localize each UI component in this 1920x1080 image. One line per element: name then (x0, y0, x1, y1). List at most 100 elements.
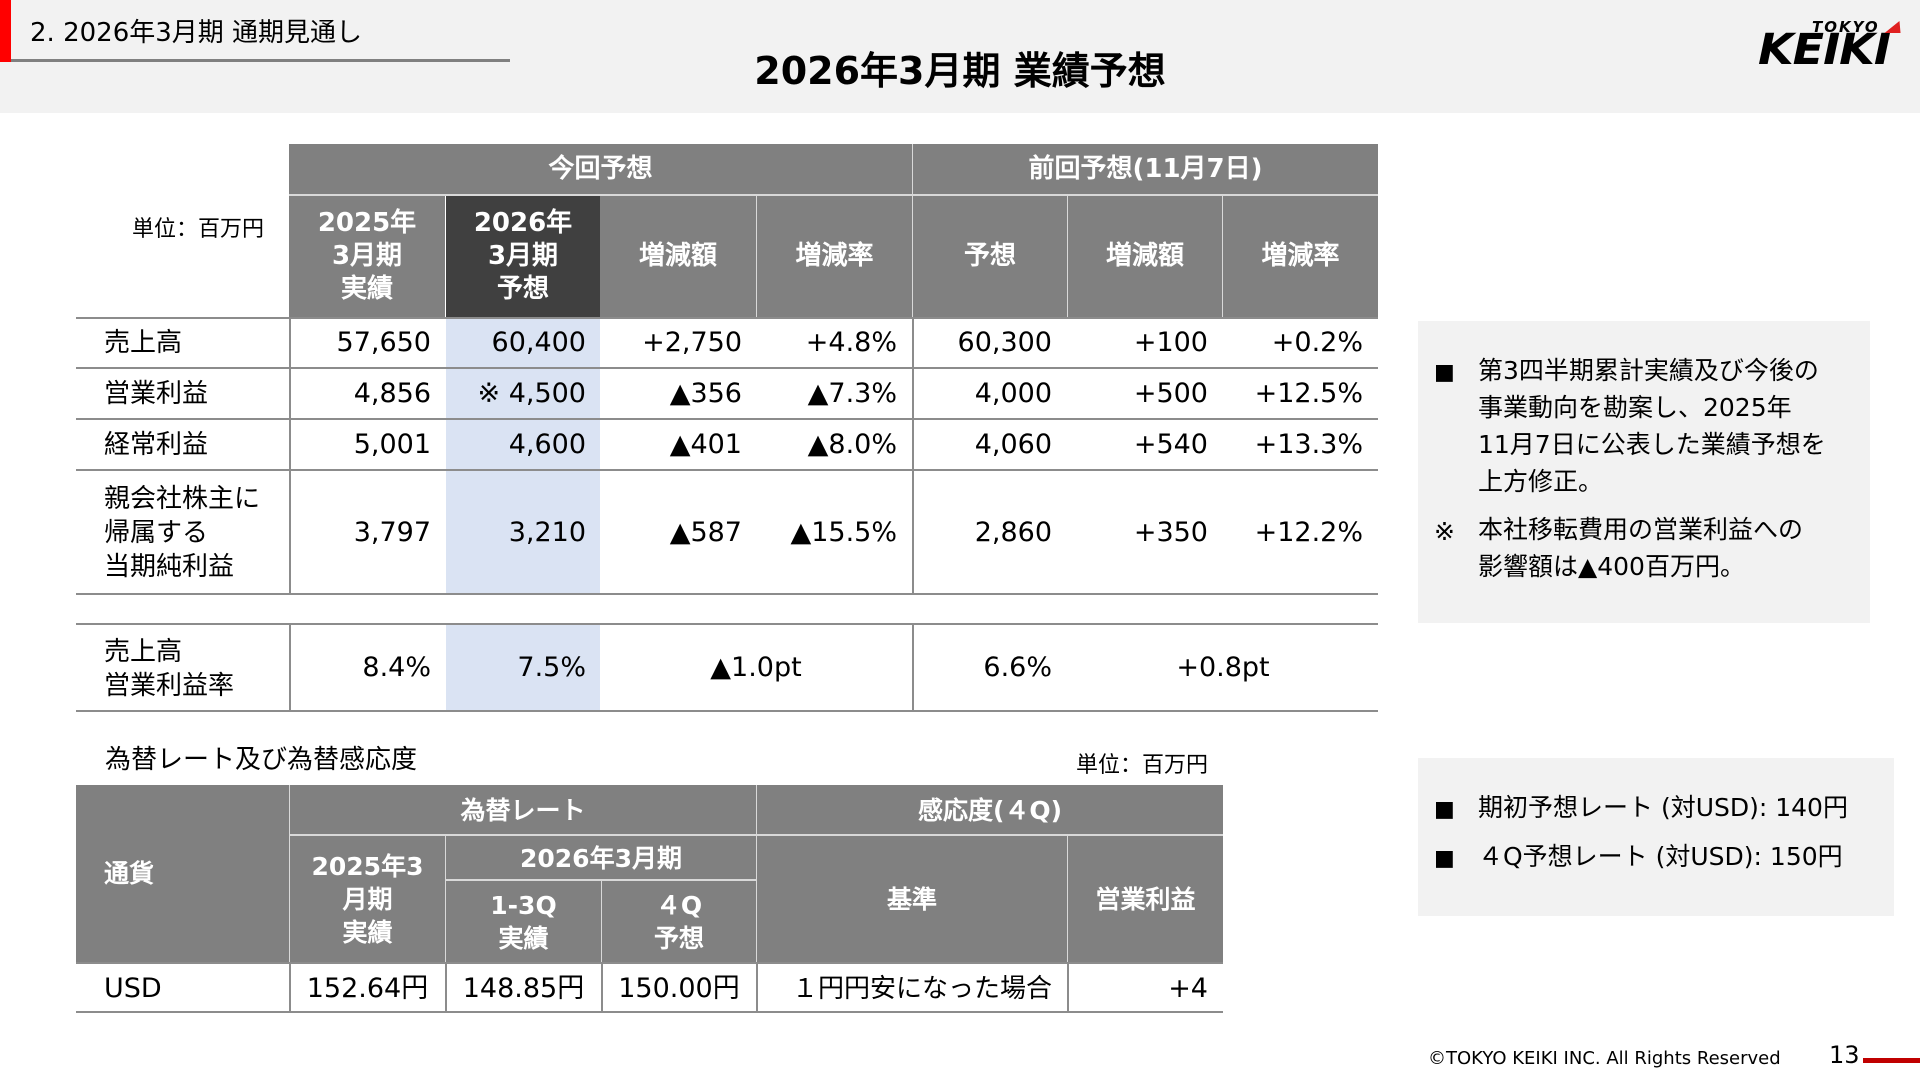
fx-currency: USD (104, 973, 162, 1004)
header-separator (445, 836, 446, 962)
cell-prev-change-amount: +350 (1133, 517, 1208, 548)
row-line (76, 418, 1378, 420)
cell-prev-change-rate: +12.2% (1254, 517, 1363, 548)
fx-header-currency-label: 通貨 (104, 859, 155, 888)
cell-prev-change-amount: +100 (1133, 327, 1208, 358)
fx-header-fy2026-group: 2026年3月期 (446, 836, 756, 880)
section-underline (11, 59, 510, 62)
group-header-previous: 前回予想(11月7日) (913, 144, 1378, 195)
forecast-unit-label: 単位：百万円 (132, 217, 265, 242)
col-line (912, 317, 914, 594)
cell-prev-change-rate: +13.3% (1254, 429, 1363, 460)
logo-tokyo-text: TOKYO (1812, 18, 1880, 36)
fx-header-currency: 通貨 (76, 785, 289, 962)
tokyo-keiki-logo: TOKYO KEIKI (1758, 18, 1908, 70)
col-line (912, 623, 914, 711)
cell-prev-change-amount: +540 (1133, 429, 1208, 460)
header-separator (1222, 196, 1223, 317)
cell-prev-change-pt: +0.8pt (1176, 652, 1270, 683)
fx-header-line: 実績 (498, 923, 549, 953)
col-header-line: 予想 (496, 274, 549, 304)
row-line (76, 469, 1378, 471)
cell-prev-forecast: 4,060 (974, 429, 1052, 460)
cell-prev-forecast: 6.6% (983, 652, 1052, 683)
row-label-line: 営業利益率 (104, 671, 235, 701)
rate-item: ４Q予想レート (対USD): 150円 (1478, 842, 1843, 871)
fx-header-sensitivity-label: 感応度(４Q) (917, 795, 1063, 825)
page-title: 2026年3月期 業績予想 (0, 46, 1920, 96)
cell-fy2025: 5,001 (353, 429, 431, 460)
header-separator (1067, 196, 1068, 317)
cell-prev-forecast: 4,000 (974, 378, 1052, 409)
header-separator (289, 785, 290, 962)
col-header-line: 3月期 (487, 241, 559, 271)
fx-header-operating-profit: 営業利益 (1068, 836, 1223, 962)
header-separator (912, 144, 913, 317)
row-label-line: 親会社株主に (104, 484, 261, 514)
fx-basis: １円円安になった場合 (791, 974, 1052, 1004)
header-separator (601, 881, 602, 962)
fx-header-line: 予想 (653, 923, 704, 953)
fx-header-line: 実績 (342, 917, 393, 947)
col-header-line: 増減率 (795, 241, 874, 271)
header-separator (446, 879, 756, 881)
section-title: 2. 2026年3月期 通期見通し (30, 18, 363, 48)
group-header-previous-label: 前回予想(11月7日) (1028, 154, 1263, 184)
fx-header-q4: ４Q 予想 (602, 881, 756, 962)
cell-fy2026: 3,210 (508, 517, 586, 548)
rates-box: ■ 期初予想レート (対USD): 140円 ■ ４Q予想レート (対USD):… (1418, 758, 1894, 916)
header-separator (756, 785, 757, 962)
fx-operating-profit: +4 (1168, 973, 1208, 1004)
note-line: 上方修正。 (1478, 467, 1604, 496)
fx-header-line: 1-3Q (490, 890, 557, 920)
note-line: 事業動向を勘案し、2025年 (1478, 393, 1792, 422)
fx-header-line: 月期 (342, 884, 393, 914)
col-header-line: 増減額 (1105, 241, 1184, 271)
fx-table-title: 為替レート及び為替感応度 (105, 745, 418, 775)
copyright-text: ©TOKYO KEIKI INC. All Rights Reserved (1428, 1048, 1781, 1069)
cell-change-rate: +4.8% (805, 327, 897, 358)
row-label: 経常利益 (104, 430, 209, 460)
col-line (445, 962, 447, 1012)
fx-header-op-label: 営業利益 (1095, 884, 1196, 914)
row-line (76, 623, 1378, 625)
fx-header-rate-group: 為替レート (290, 785, 756, 835)
fx-header-line: 2025年3 (311, 851, 424, 881)
cell-change-amount: ▲401 (669, 429, 742, 460)
col-line (289, 962, 291, 1012)
fx-header-fy2026-label: 2026年3月期 (520, 843, 682, 873)
row-line (76, 593, 1378, 595)
cell-change-pt: ▲1.0pt (710, 652, 802, 683)
note-line: 11月7日に公表した業績予想を (1478, 430, 1826, 459)
page-number: 13 (1829, 1041, 1860, 1069)
cell-fy2026: ※ 4,500 (477, 378, 586, 409)
row-label-line: 売上高 (104, 637, 183, 667)
col-header-fy2026-forecast: 2026年 3月期 予想 (446, 196, 600, 317)
cell-fy2025: 4,856 (353, 378, 431, 409)
fx-header-fy2025: 2025年3 月期 実績 (290, 836, 445, 962)
col-header-line: 予想 (963, 241, 1016, 271)
col-header-change-amount: 増減額 (600, 196, 756, 317)
note-line: 影響額は▲400百万円。 (1478, 552, 1745, 581)
header-separator (1067, 836, 1068, 962)
col-header-line: 3月期 (331, 241, 403, 271)
logo-red-slash-icon (1884, 21, 1908, 33)
cell-prev-forecast: 60,300 (957, 327, 1052, 358)
col-line (289, 623, 291, 711)
fx-q4-rate: 150.00円 (618, 973, 740, 1004)
col-header-change-rate: 増減率 (757, 196, 912, 317)
cell-change-amount: +2,750 (642, 327, 742, 358)
logo-keiki-text: KEIKI (1758, 24, 1891, 74)
col-line (289, 317, 291, 594)
col-header-line: 2026年 (473, 208, 573, 238)
fx-q1-3-rate: 148.85円 (462, 973, 585, 1004)
cell-change-rate: ▲7.3% (807, 378, 897, 409)
row-label-line: 帰属する (104, 518, 209, 548)
cell-fy2025: 57,650 (336, 327, 431, 358)
col-header-fy2025-actual: 2025年 3月期 実績 (289, 196, 445, 317)
col-header-prev-forecast: 予想 (913, 196, 1067, 317)
fx-header-rate-group-label: 為替レート (460, 795, 586, 825)
header-separator (289, 194, 1378, 196)
row-line (76, 1011, 1223, 1013)
bullet-square-icon: ■ (1434, 846, 1455, 871)
